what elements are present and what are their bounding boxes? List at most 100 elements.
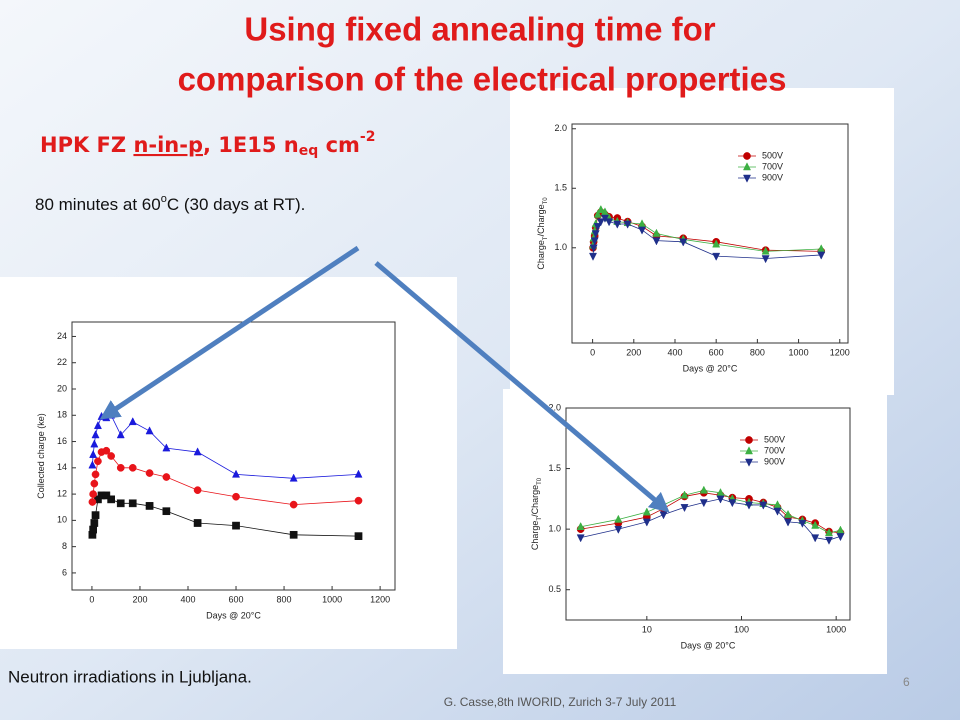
y-tick-label: 8 [62, 541, 67, 551]
marker [679, 238, 688, 247]
marker [354, 469, 363, 478]
x-tick-label: 600 [709, 347, 724, 357]
series-line [580, 492, 841, 534]
marker [91, 511, 100, 519]
x-tick-label: 800 [277, 594, 292, 604]
marker [289, 500, 298, 509]
marker [107, 495, 115, 504]
marker [824, 528, 834, 537]
chart-image-bottom-right [503, 389, 887, 674]
marker [128, 463, 137, 472]
legend-label: 700V [764, 445, 785, 455]
marker [589, 252, 598, 261]
x-axis-label: Days @ 20°C [206, 610, 261, 620]
plot-frame [71, 321, 396, 591]
arrow [374, 261, 670, 513]
legend-label: 500V [764, 434, 785, 444]
y-tick-label: 18 [57, 410, 67, 420]
marker [94, 457, 102, 466]
chart: 0.5 1.0 1.5 2.0 10 100 1000 Days @ 20°C ChargeT/… [530, 402, 851, 650]
y-axis-label-part: /Charge [530, 485, 540, 517]
marker [811, 520, 820, 529]
marker [354, 496, 363, 505]
x-axis-label: Days @ 20°C [683, 363, 738, 373]
marker [162, 473, 171, 481]
x-tick-label: 0 [590, 347, 595, 357]
marker [712, 239, 721, 248]
chart-image-left [0, 277, 457, 649]
marker [232, 521, 240, 530]
legend-marker [742, 174, 752, 183]
legend-label: 900V [762, 172, 783, 182]
subtitle-part: n-in-p [133, 133, 203, 157]
marker [784, 509, 793, 518]
marker [193, 486, 202, 495]
marker [593, 223, 602, 232]
marker [605, 218, 614, 227]
marker [638, 226, 647, 235]
marker [90, 439, 99, 448]
marker [193, 519, 202, 527]
marker [824, 536, 834, 545]
x-tick-label: 10 [642, 624, 652, 634]
marker [116, 499, 125, 508]
marker [836, 533, 845, 542]
x-tick-label: 1000 [789, 347, 809, 357]
note-sup: o [161, 193, 167, 205]
marker [232, 492, 240, 501]
marker [589, 244, 598, 253]
marker [699, 499, 708, 508]
chart: 6 8 10 12 14 16 18 20 22 24 0 200 400 600 800 1000 1200 D… [36, 321, 396, 620]
y-axis-label-part: Collected charge (ke) [36, 413, 46, 499]
y-tick-label: 22 [57, 357, 67, 367]
marker [102, 446, 111, 455]
x-tick-label: 200 [626, 347, 641, 357]
marker [91, 430, 100, 439]
marker [699, 485, 708, 494]
x-tick-label: 600 [229, 594, 244, 604]
y-axis-label-part: Charge [530, 521, 540, 551]
marker [88, 460, 97, 469]
marker [798, 519, 807, 528]
bottom-note: Neutron irradiations in Ljubljana. [8, 667, 252, 686]
marker [289, 473, 298, 482]
x-tick-label: 200 [132, 594, 147, 604]
marker [162, 507, 171, 516]
y-tick-label: 1.5 [548, 463, 561, 473]
legend-marker [744, 446, 754, 455]
x-tick-label: 1000 [322, 594, 342, 604]
title-line: comparison of the electrical properties [178, 61, 787, 98]
y-axis-label: Collected charge (ke) [36, 413, 46, 499]
marker [89, 490, 97, 498]
marker [89, 525, 97, 534]
subtitle-part: cm [318, 133, 360, 157]
marker [759, 501, 768, 510]
marker [596, 218, 605, 227]
x-tick-label: 400 [667, 347, 682, 357]
marker [652, 237, 661, 246]
marker [614, 514, 623, 523]
marker [88, 498, 97, 506]
marker [761, 255, 770, 264]
y-axis-label: ChargeT/ChargeT0 [536, 197, 548, 270]
legend-label: 700V [762, 161, 783, 171]
legend-marker [742, 162, 752, 171]
y-tick-label: 1.0 [548, 524, 561, 534]
plot-frame [571, 123, 849, 344]
marker [811, 534, 820, 543]
marker [232, 469, 241, 478]
y-tick-label: 16 [57, 436, 67, 446]
y-axis-label: ChargeT/ChargeT0 [530, 477, 542, 550]
y-tick-label: 14 [57, 462, 67, 472]
x-axis-label: Days @ 20°C [681, 640, 736, 650]
marker [102, 491, 111, 500]
chart: 1.0 1.5 2.0 0 200 400 600 800 1000 1200 Days @ 20°… [536, 123, 849, 373]
y-axis-label-sub: T0 [537, 477, 543, 485]
marker [591, 230, 600, 239]
marker [784, 518, 793, 527]
marker [93, 421, 102, 430]
y-axis-label-sub: T [537, 517, 543, 521]
